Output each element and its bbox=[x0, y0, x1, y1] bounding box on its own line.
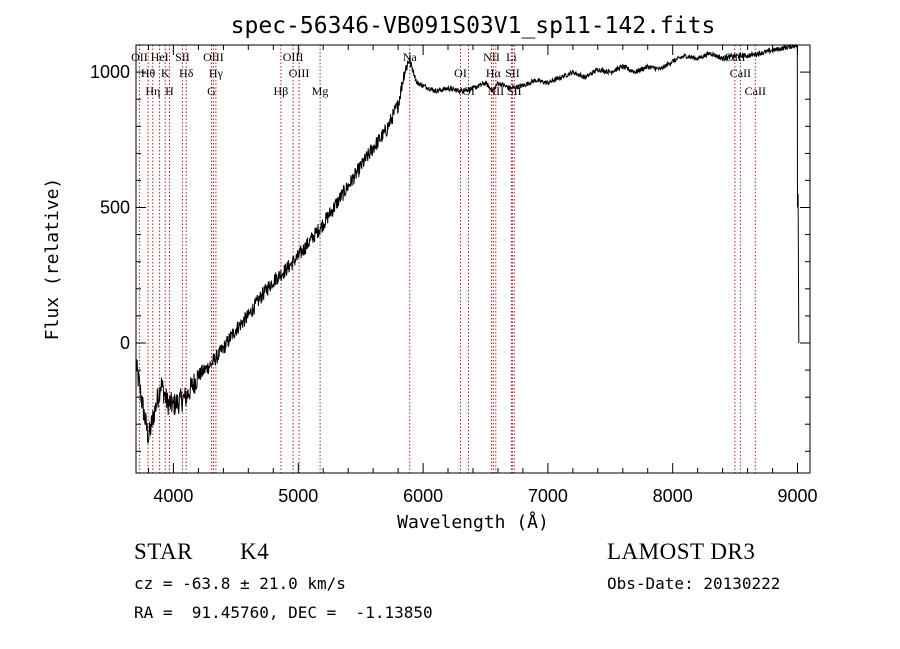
x-tick-label-4: 8000 bbox=[653, 486, 693, 506]
y-axis-label: Flux (relative) bbox=[42, 178, 63, 341]
object-subclass: K4 bbox=[240, 539, 270, 564]
line-label-18: NII bbox=[483, 50, 500, 64]
line-label-10: Hγ bbox=[209, 66, 224, 80]
line-label-7: Hδ bbox=[179, 66, 194, 80]
line-label-12: OIII bbox=[283, 50, 304, 64]
observation-date: Obs-Date: 20130222 bbox=[607, 574, 781, 593]
line-label-0: OII bbox=[131, 50, 148, 64]
x-tick-label-3: 7000 bbox=[528, 486, 568, 506]
line-label-1: Hθ bbox=[141, 66, 156, 80]
y-tick-label-1: 500 bbox=[100, 198, 130, 218]
line-label-6: SII bbox=[175, 50, 190, 64]
line-label-20: NII bbox=[487, 84, 504, 98]
ra-dec-coordinates: RA = 91.45760, DEC = -1.13850 bbox=[134, 603, 433, 622]
x-tick-label-2: 6000 bbox=[403, 486, 443, 506]
line-label-25: CaII bbox=[730, 66, 751, 80]
y-tick-label-0: 0 bbox=[120, 333, 130, 353]
survey-name: LAMOST DR3 bbox=[607, 539, 756, 564]
x-tick-label-1: 5000 bbox=[278, 486, 318, 506]
plot-frame bbox=[135, 44, 811, 474]
spectral-line-markers bbox=[138, 45, 756, 473]
line-label-8: G bbox=[207, 84, 216, 98]
line-label-16: OI bbox=[454, 66, 467, 80]
spectral-line-labels: OIIHθHηHeIKHSIIHδGOIIIHγHβOIIIOIIIMgNaOI… bbox=[131, 50, 766, 98]
line-label-11: Hβ bbox=[274, 84, 289, 98]
line-label-5: H bbox=[165, 84, 174, 98]
line-label-9: OIII bbox=[203, 50, 224, 64]
line-label-21: Li bbox=[506, 50, 517, 64]
object-class: STAR bbox=[134, 539, 193, 564]
y-tick-label-2: 1000 bbox=[90, 62, 130, 82]
line-label-26: CaII bbox=[745, 84, 766, 98]
line-label-22: SII bbox=[505, 66, 520, 80]
line-label-2: Hη bbox=[145, 84, 160, 98]
line-label-4: K bbox=[161, 66, 170, 80]
x-tick-label-5: 9000 bbox=[777, 486, 817, 506]
spectrum-line bbox=[135, 43, 800, 444]
x-axis-label: Wavelength (Å) bbox=[397, 511, 549, 533]
chart-title: spec-56346-VB091S03V1_sp11-142.fits bbox=[231, 13, 716, 39]
x-tick-label-0: 4000 bbox=[153, 486, 193, 506]
y-axis-ticks: 0 500 1000 bbox=[90, 44, 810, 452]
x-axis-ticks: 4000 5000 6000 7000 8000 9000 bbox=[148, 45, 818, 506]
line-label-13: OIII bbox=[289, 66, 310, 80]
redshift-cz: cz = -63.8 ± 21.0 km/s bbox=[134, 574, 346, 593]
line-label-14: Mg bbox=[312, 84, 329, 98]
line-label-19: Hα bbox=[486, 66, 502, 80]
line-label-3: HeI bbox=[151, 50, 169, 64]
